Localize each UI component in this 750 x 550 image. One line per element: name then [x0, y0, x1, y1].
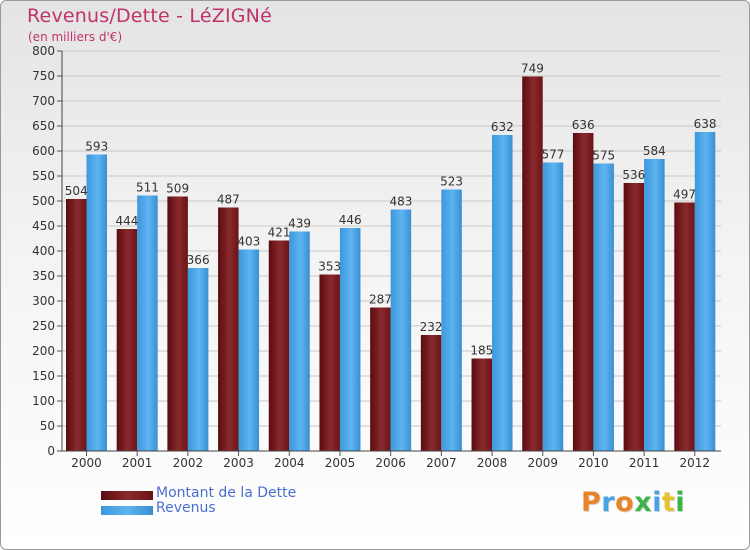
data-label-dette: 185 [470, 344, 493, 358]
x-tick-label: 2007 [426, 456, 457, 470]
bars-layer [66, 76, 716, 451]
data-label-revenus: 577 [542, 148, 565, 162]
bar-dette [167, 196, 188, 451]
legend-label-dette: Montant de la Dette [156, 485, 297, 501]
x-tick-label: 2002 [173, 456, 204, 470]
y-tick-label: 350 [32, 269, 55, 283]
data-label-dette: 421 [268, 226, 291, 240]
y-tick-label: 300 [32, 294, 55, 308]
data-label-dette: 232 [420, 320, 443, 334]
x-tick-label: 2011 [629, 456, 660, 470]
bar-dette [572, 133, 594, 451]
data-label-dette: 497 [673, 188, 696, 202]
data-label-dette: 444 [115, 214, 138, 228]
y-tick-label: 450 [32, 219, 55, 233]
bar-revenus [593, 163, 614, 451]
data-label-revenus: 439 [288, 217, 311, 231]
data-label-dette: 287 [369, 293, 392, 307]
data-label-revenus: 575 [592, 149, 615, 163]
data-label-revenus: 523 [440, 175, 463, 189]
chart-title: Revenus/Dette - LéZIGNé [27, 5, 272, 27]
x-tick-label: 2009 [527, 456, 558, 470]
data-label-revenus: 593 [85, 140, 108, 154]
x-tick-label: 2003 [223, 456, 254, 470]
y-tick-label: 150 [32, 369, 55, 383]
x-tick-label: 2006 [375, 456, 406, 470]
proxiti-logo: Proxiti [581, 487, 686, 518]
data-label-dette: 509 [166, 182, 189, 196]
y-tick-label: 600 [32, 144, 55, 158]
legend-swatch-revenus [101, 506, 153, 515]
data-label-revenus: 638 [694, 117, 717, 131]
bar-dette [66, 199, 87, 451]
bar-revenus [492, 135, 513, 451]
x-tick-label: 2005 [325, 456, 356, 470]
chart-subtitle: (en milliers d'€) [28, 30, 123, 44]
y-tick-label: 400 [32, 244, 55, 258]
y-tick-label: 0 [47, 444, 55, 458]
y-tick-label: 500 [32, 194, 55, 208]
data-label-revenus: 511 [136, 181, 159, 195]
x-tick-label: 2010 [578, 456, 609, 470]
legend-label-revenus: Revenus [156, 500, 216, 516]
bar-revenus [542, 162, 564, 451]
bar-dette [674, 202, 695, 451]
data-label-dette: 749 [521, 62, 544, 76]
legend-swatch-dette [101, 491, 153, 500]
y-tick-label: 750 [32, 69, 55, 83]
y-tick-label: 250 [32, 319, 55, 333]
axis-layer: 0 50 100 150 200 250 300 350 400 450 500 550 600 650 7… [32, 44, 721, 470]
x-tick-label: 2000 [71, 456, 102, 470]
bar-revenus [339, 228, 361, 451]
bar-revenus [644, 159, 665, 451]
x-tick-label: 2004 [274, 456, 305, 470]
bar-dette [471, 358, 493, 451]
x-tick-label: 2008 [477, 456, 508, 470]
data-label-revenus: 584 [643, 144, 666, 158]
x-tick-label: 2012 [680, 456, 711, 470]
x-tick-label: 2001 [122, 456, 153, 470]
bar-revenus [441, 189, 462, 451]
bar-dette [522, 76, 543, 451]
data-label-revenus: 483 [389, 195, 412, 209]
bar-revenus [390, 209, 412, 451]
bar-revenus [694, 132, 716, 451]
bar-dette [268, 240, 290, 451]
data-label-dette: 487 [217, 193, 240, 207]
y-tick-label: 100 [32, 394, 55, 408]
bar-revenus [86, 154, 107, 451]
data-label-revenus: 366 [187, 253, 210, 267]
data-label-revenus: 403 [237, 235, 260, 249]
data-label-dette: 636 [572, 118, 595, 132]
y-tick-label: 200 [32, 344, 55, 358]
bar-dette [370, 307, 391, 451]
data-label-revenus: 632 [491, 120, 514, 134]
data-label-revenus: 446 [339, 213, 362, 227]
bar-revenus [289, 231, 310, 451]
bar-dette [218, 207, 239, 451]
bar-revenus [187, 268, 209, 451]
bar-dette [319, 274, 340, 451]
data-label-dette: 353 [318, 260, 341, 274]
y-tick-label: 550 [32, 169, 55, 183]
bar-revenus [238, 249, 260, 451]
data-label-dette: 504 [65, 184, 88, 198]
bar-dette [623, 183, 645, 451]
y-tick-label: 650 [32, 119, 55, 133]
y-tick-label: 700 [32, 94, 55, 108]
bar-revenus [137, 195, 158, 451]
data-label-dette: 536 [622, 168, 645, 182]
y-tick-label: 800 [32, 44, 55, 58]
bar-dette [420, 335, 442, 451]
bar-dette [116, 229, 138, 451]
y-tick-label: 50 [40, 419, 55, 433]
